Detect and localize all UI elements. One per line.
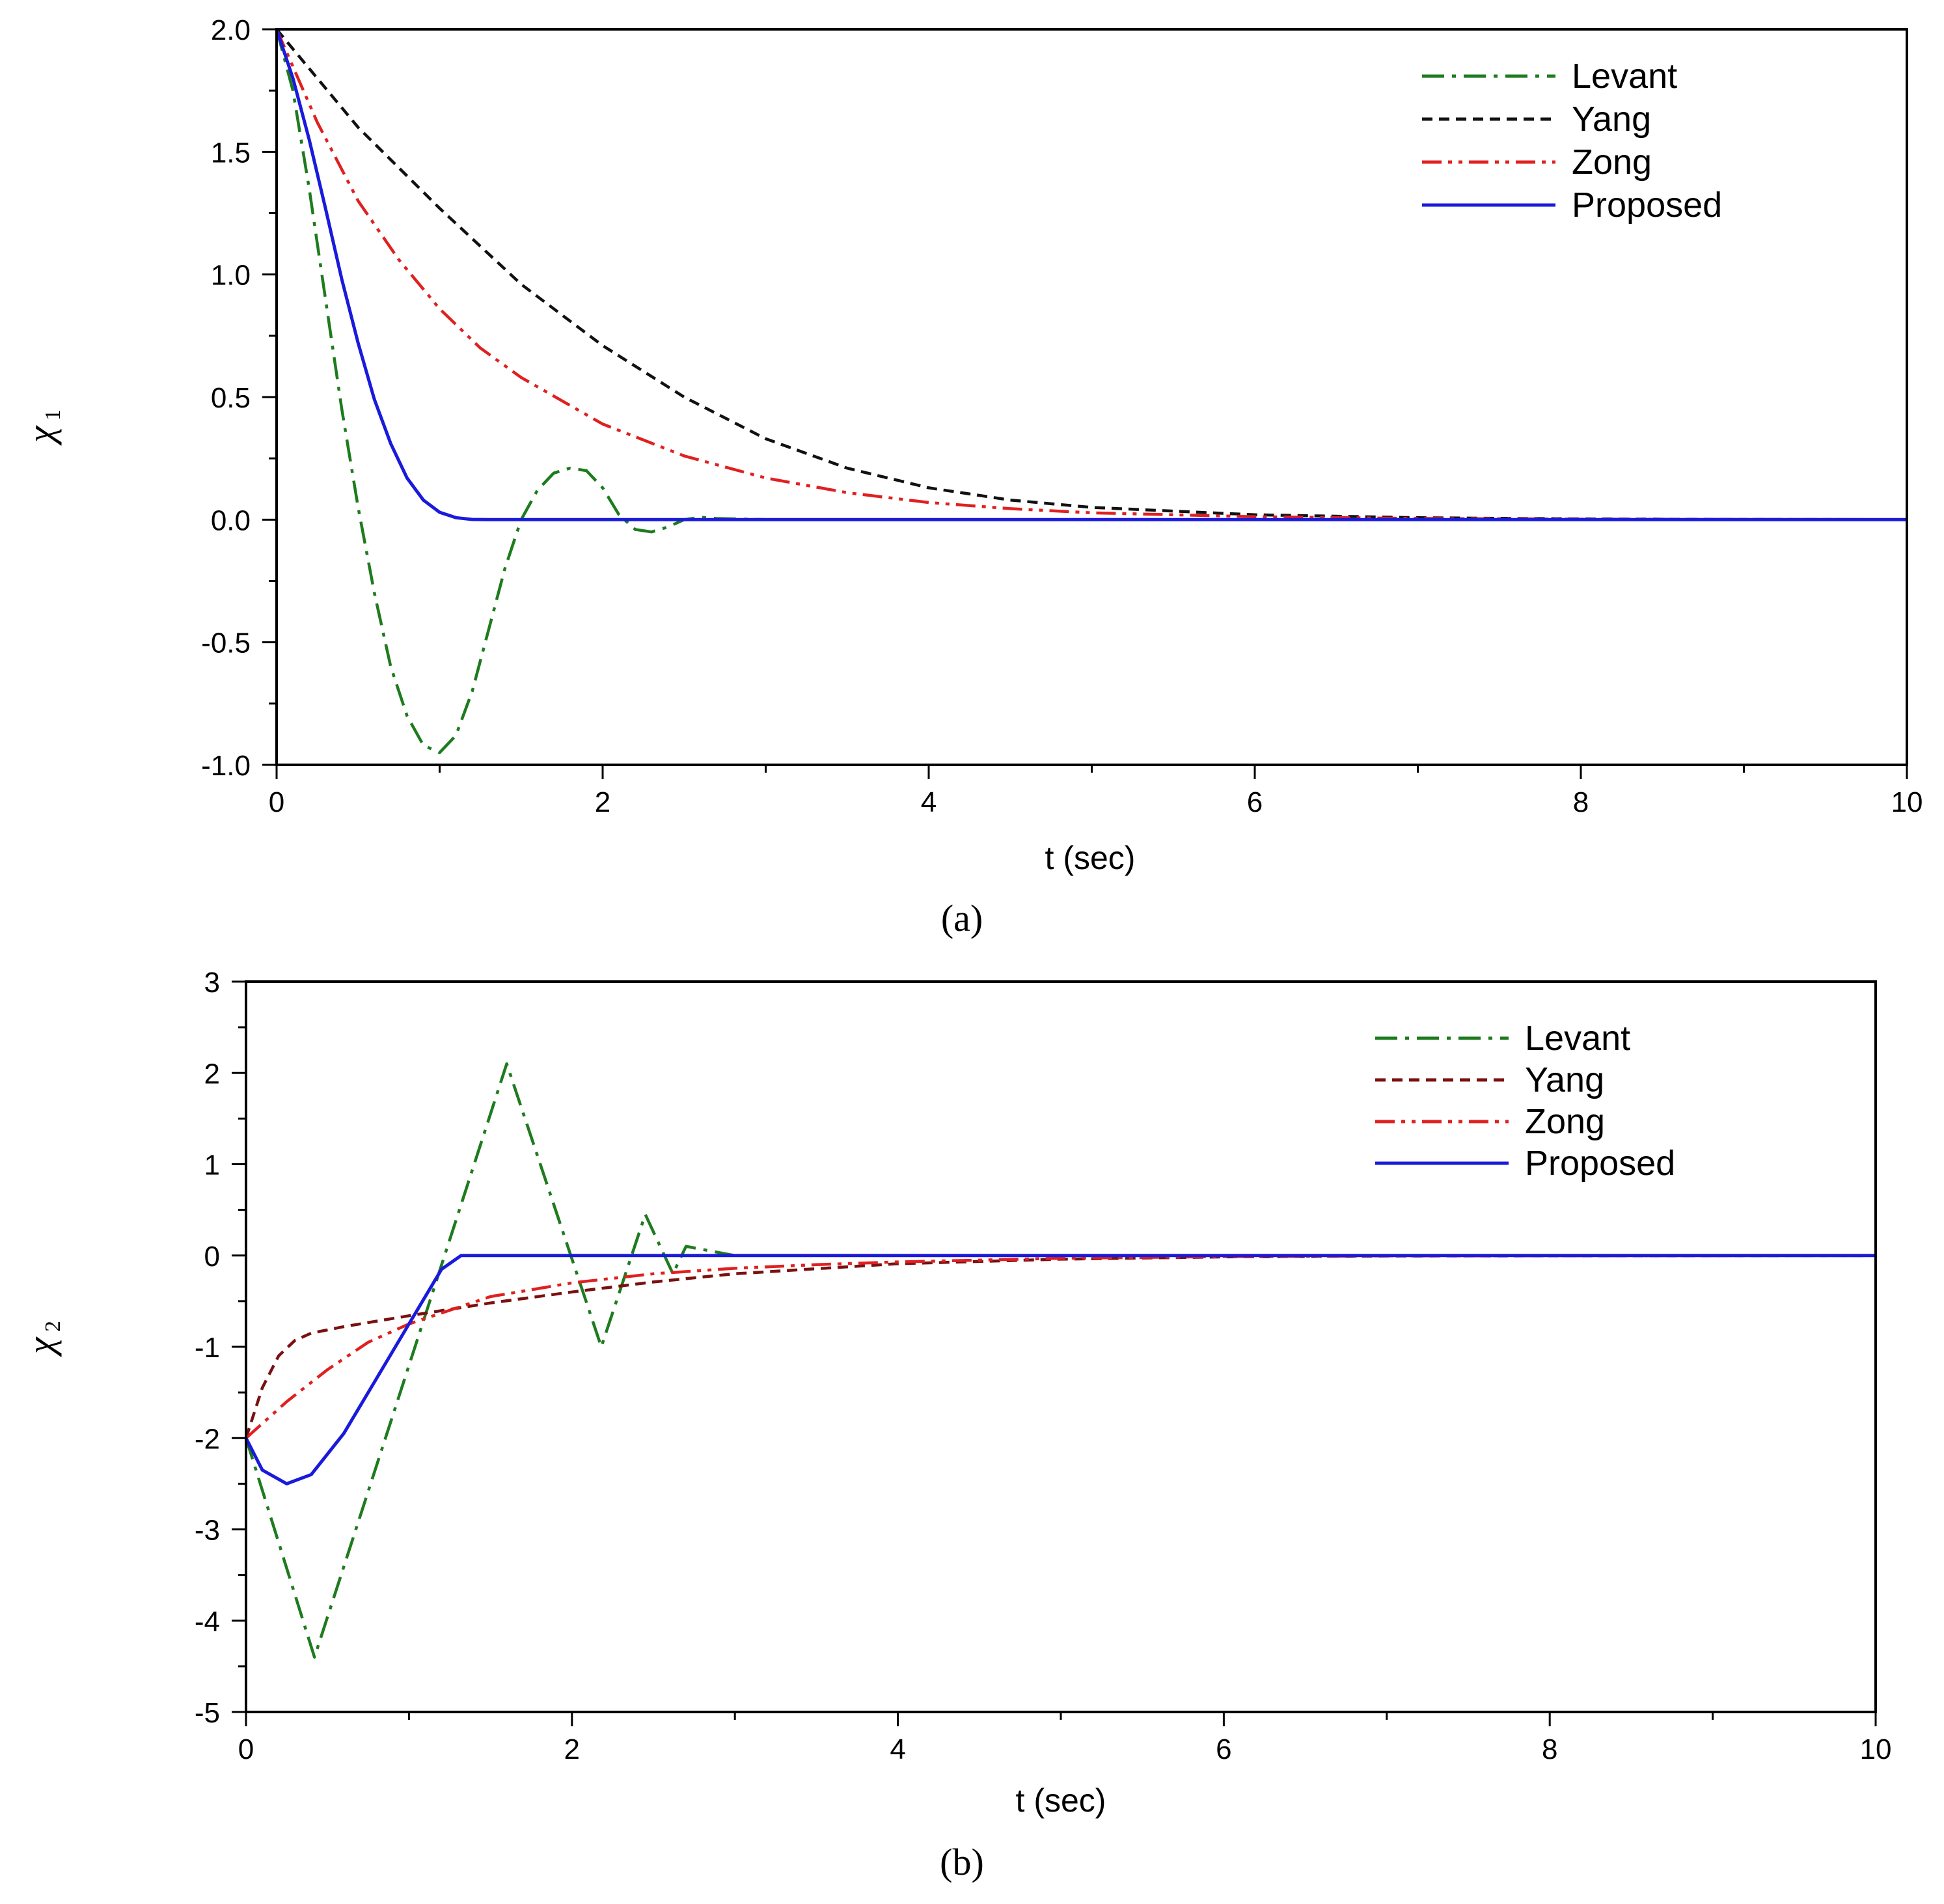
legend-label-yang-a: Yang — [1572, 100, 1651, 139]
legend-label-zong-b: Zong — [1525, 1102, 1605, 1141]
legend-label-yang-b: Yang — [1525, 1060, 1604, 1099]
legend-label-levant-b: Levant — [1525, 1019, 1630, 1058]
x-tick-label-a: 10 — [1891, 786, 1923, 818]
legend-label-proposed-a: Proposed — [1572, 186, 1722, 225]
x-tick-label-a: 6 — [1247, 786, 1263, 818]
series-line-proposed-b — [244, 1254, 1876, 1485]
y-tick-label-a: 1.5 — [211, 137, 251, 169]
ticks-a: 0 2 4 6 8 10 -1.0 -0.5 0.0 0.5 1.0 1.5 2.0 — [201, 14, 1923, 818]
y-tick-label-b: -2 — [195, 1423, 220, 1455]
y-tick-label-a: 2.0 — [211, 14, 251, 46]
y-tick-label-b: -4 — [195, 1606, 220, 1638]
panel-a: 0 2 4 6 8 10 -1.0 -0.5 0.0 0.5 1.0 1.5 2.0 t (sec) χ… — [20, 14, 1923, 939]
x-tick-label-a: 0 — [269, 786, 284, 818]
x-tick-label-b: 10 — [1860, 1733, 1892, 1765]
series-line-levant-a — [275, 29, 1907, 754]
ticks-b: 0 2 4 6 8 10 -5 -4 -3 -2 -1 0 1 2 3 — [195, 967, 1892, 1765]
panel-b: 0 2 4 6 8 10 -5 -4 -3 -2 -1 0 1 2 3 t (sec) χ 2 Levant… — [20, 967, 1891, 1883]
series-line-zong-a — [275, 29, 1908, 521]
y-axis-title-b: χ 2 — [20, 1321, 65, 1357]
x-axis-title-a: t (sec) — [1045, 840, 1136, 876]
y-tick-label-b: -3 — [195, 1515, 220, 1547]
x-axis-title-b: t (sec) — [1016, 1782, 1106, 1819]
series-layer-a — [275, 28, 1908, 754]
y-axis-title-a: χ 1 — [20, 409, 65, 446]
x-tick-label-a: 4 — [921, 786, 937, 818]
series-line-proposed-a — [275, 29, 1907, 521]
series-layer-b — [244, 1062, 1876, 1659]
legend-a: Levant Yang Zong Proposed — [1422, 57, 1722, 225]
y-tick-label-a: -0.5 — [201, 628, 251, 659]
x-tick-label-b: 6 — [1216, 1733, 1231, 1765]
x-tick-label-b: 2 — [564, 1733, 580, 1765]
y-tick-label-b: 1 — [204, 1150, 220, 1181]
y-tick-label-b: 0 — [204, 1241, 220, 1273]
y-tick-label-b: -1 — [195, 1332, 220, 1364]
y-tick-label-a: 0.0 — [211, 504, 251, 536]
y-axis-symbol-a: χ — [20, 425, 62, 446]
y-axis-subscript-b: 2 — [41, 1321, 65, 1332]
x-tick-label-a: 2 — [595, 786, 610, 818]
y-axis-subscript-a: 1 — [41, 409, 65, 421]
legend-label-zong-a: Zong — [1572, 143, 1652, 182]
caption-a: (a) — [941, 897, 983, 939]
y-axis-symbol-b: χ — [20, 1336, 62, 1357]
y-tick-label-b: -5 — [195, 1697, 220, 1729]
x-tick-label-b: 8 — [1542, 1733, 1557, 1765]
y-tick-label-a: 0.5 — [211, 382, 251, 414]
caption-b: (b) — [940, 1841, 984, 1883]
y-tick-label-b: 2 — [204, 1058, 220, 1090]
y-tick-label-a: -1.0 — [201, 750, 251, 782]
series-line-zong-b — [245, 1254, 1876, 1439]
series-line-levant-b — [244, 1062, 1876, 1659]
y-tick-label-a: 1.0 — [211, 260, 251, 292]
y-tick-label-b: 3 — [204, 967, 220, 999]
x-tick-label-b: 0 — [238, 1733, 254, 1765]
x-tick-label-a: 8 — [1573, 786, 1589, 818]
legend-label-levant-a: Levant — [1572, 57, 1677, 96]
legend-label-proposed-b: Proposed — [1525, 1144, 1675, 1183]
x-tick-label-b: 4 — [890, 1733, 905, 1765]
